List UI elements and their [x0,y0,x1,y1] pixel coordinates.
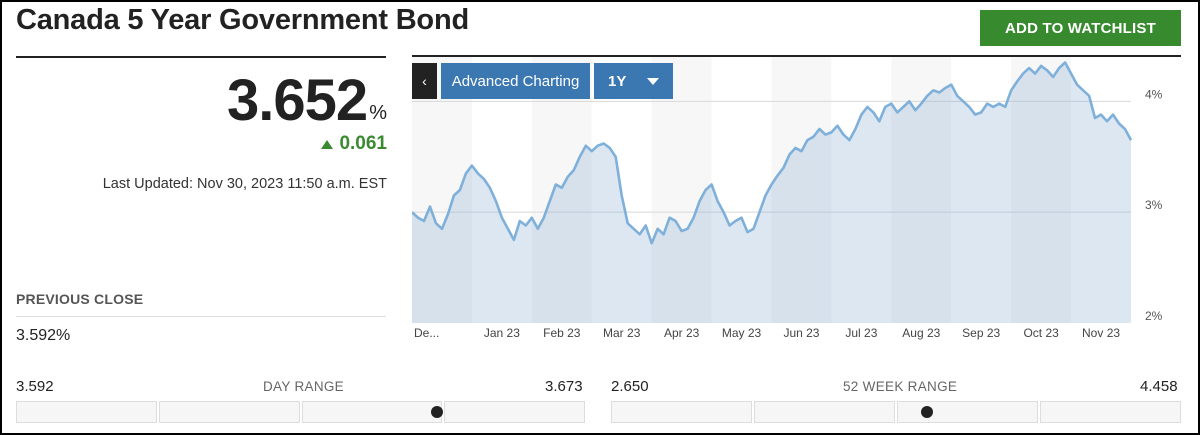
range-select-value: 1Y [608,72,627,90]
price-block: 3.652 % [227,70,387,132]
quote-divider [16,56,386,58]
y-tick-label: 4% [1145,87,1163,101]
x-tick-label: Aug 23 [902,326,940,340]
week52-range-max: 4.458 [1140,378,1178,395]
week52-range-min: 2.650 [611,378,649,395]
day-range-title: DAY RANGE [263,379,344,394]
day-range-marker [431,406,444,418]
x-tick-label: Jan 23 [484,326,520,340]
previous-close-value: 3.592% [16,327,71,344]
advanced-charting-button[interactable]: Advanced Charting [441,63,590,99]
week52-range-track [611,401,1181,423]
price-change: 0.061 [321,133,387,155]
series-area [412,62,1131,323]
x-tick-label: Apr 23 [664,326,700,340]
y-tick-label: 3% [1145,198,1163,212]
x-tick-label: Jul 23 [845,326,877,340]
chart-divider [412,55,1181,57]
x-tick-label: Feb 23 [543,326,581,340]
price-value: 3.652 [227,68,368,133]
chevron-down-icon [647,77,659,85]
add-to-watchlist-button[interactable]: ADD TO WATCHLIST [980,10,1181,46]
x-tick-label: Sep 23 [962,326,1000,340]
x-tick-label: Jun 23 [783,326,819,340]
previous-close-label: PREVIOUS CLOSE [16,291,144,307]
x-tick-label: De... [414,326,439,340]
series-line [412,61,1133,245]
week52-range-marker [920,406,933,418]
range-select[interactable]: 1Y [594,63,673,99]
previous-close-divider [16,316,386,317]
week52-range-title: 52 WEEK RANGE [843,379,958,394]
x-tick-label: May 23 [722,326,762,340]
arrow-up-icon [321,139,334,149]
day-range-track [16,401,585,423]
day-range-max: 3.673 [545,378,583,395]
price-change-value: 0.061 [339,133,387,154]
price-chart[interactable]: 2% 3% 4% De... Jan 23 Feb 23 Mar 23 Apr 23 May 2… [412,57,1181,347]
day-range-min: 3.592 [16,378,54,395]
page-title: Canada 5 Year Government Bond [16,4,469,36]
chart-back-button[interactable]: ‹ [412,63,437,99]
price-unit: % [369,102,387,124]
x-tick-label: Oct 23 [1023,326,1059,340]
y-tick-label: 2% [1145,309,1163,323]
x-tick-label: Mar 23 [603,326,641,340]
x-tick-label: Nov 23 [1082,326,1120,340]
last-updated: Last Updated: Nov 30, 2023 11:50 a.m. ES… [102,176,387,192]
